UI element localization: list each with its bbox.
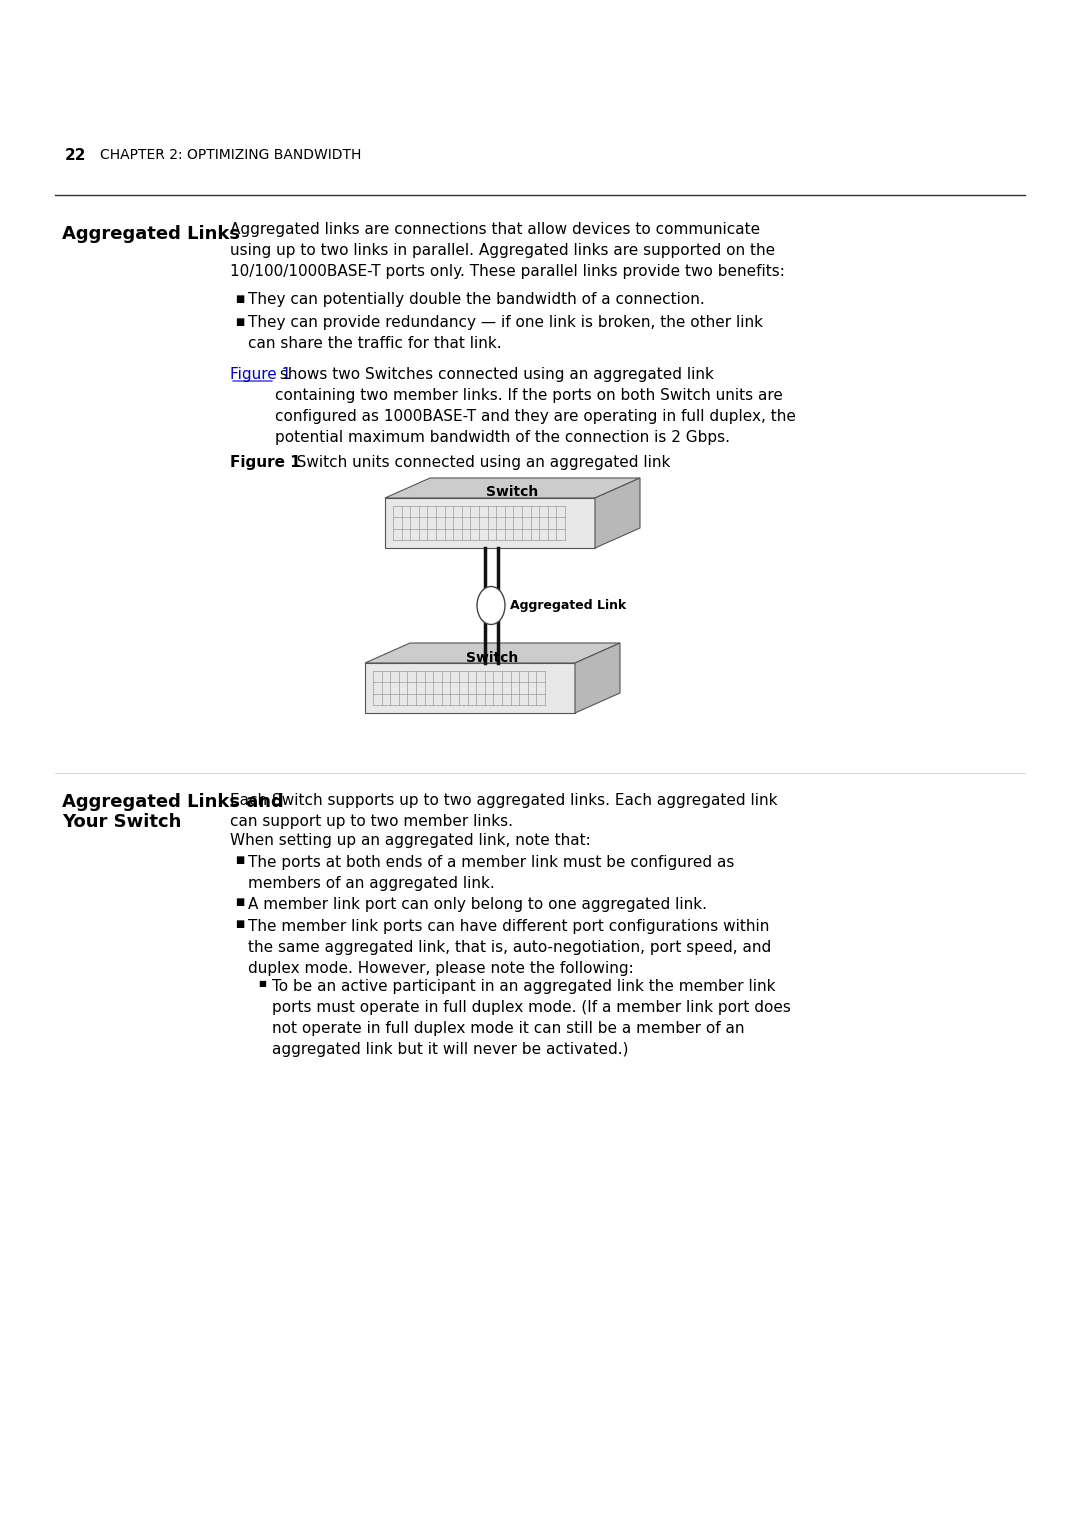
Text: ■: ■	[235, 918, 244, 929]
Text: Aggregated Link: Aggregated Link	[510, 599, 626, 613]
Text: ■: ■	[235, 316, 244, 327]
Text: ■: ■	[235, 856, 244, 865]
Text: ■: ■	[235, 293, 244, 304]
Text: They can provide redundancy — if one link is broken, the other link
can share th: They can provide redundancy — if one lin…	[248, 315, 762, 351]
Polygon shape	[595, 478, 640, 549]
Text: The ports at both ends of a member link must be configured as
members of an aggr: The ports at both ends of a member link …	[248, 856, 734, 891]
Text: CHAPTER 2: OPTIMIZING BANDWIDTH: CHAPTER 2: OPTIMIZING BANDWIDTH	[100, 148, 362, 162]
Text: ■: ■	[258, 979, 266, 989]
Text: The member link ports can have different port configurations within
the same agg: The member link ports can have different…	[248, 918, 771, 976]
Text: Aggregated links are connections that allow devices to communicate
using up to t: Aggregated links are connections that al…	[230, 222, 785, 280]
Text: Switch: Switch	[465, 651, 518, 665]
Bar	[365, 663, 575, 714]
Text: When setting up an aggregated link, note that:: When setting up an aggregated link, note…	[230, 833, 591, 848]
Ellipse shape	[477, 587, 505, 625]
Text: A member link port can only belong to one aggregated link.: A member link port can only belong to on…	[248, 897, 707, 912]
Text: They can potentially double the bandwidth of a connection.: They can potentially double the bandwidt…	[248, 292, 705, 307]
Text: Aggregated Links and: Aggregated Links and	[62, 793, 284, 811]
Text: Aggregated Links: Aggregated Links	[62, 225, 240, 243]
Text: Switch units connected using an aggregated link: Switch units connected using an aggregat…	[282, 455, 671, 471]
Text: Each Switch supports up to two aggregated links. Each aggregated link
can suppor: Each Switch supports up to two aggregate…	[230, 793, 778, 830]
Bar	[384, 498, 595, 549]
Text: ■: ■	[235, 897, 244, 908]
Text: Switch: Switch	[486, 484, 538, 500]
Text: Figure 1: Figure 1	[230, 367, 292, 382]
Polygon shape	[365, 643, 620, 663]
Polygon shape	[575, 643, 620, 714]
Text: Figure 1: Figure 1	[230, 455, 300, 471]
Polygon shape	[384, 478, 640, 498]
Text: 22: 22	[65, 148, 86, 163]
Text: shows two Switches connected using an aggregated link
containing two member link: shows two Switches connected using an ag…	[275, 367, 796, 445]
Text: Your Switch: Your Switch	[62, 813, 181, 831]
Text: To be an active participant in an aggregated link the member link
ports must ope: To be an active participant in an aggreg…	[272, 979, 791, 1057]
